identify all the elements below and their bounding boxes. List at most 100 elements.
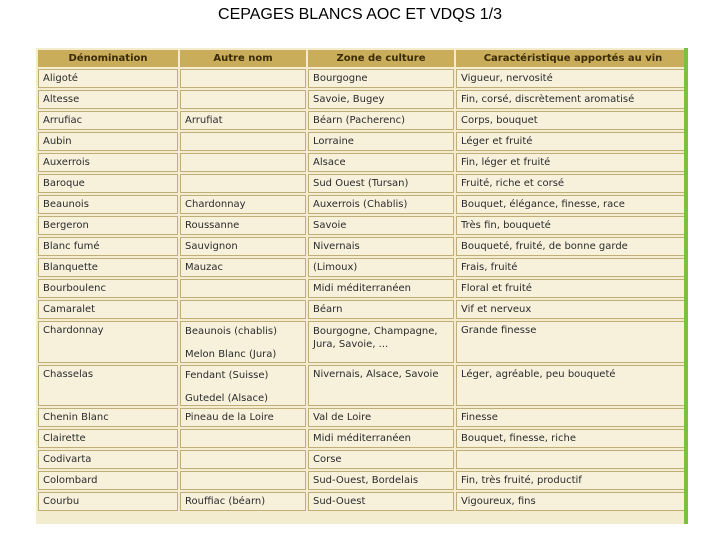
cell-other-name xyxy=(180,153,306,172)
cell-traits: Vigoureux, fins xyxy=(456,492,684,511)
cell-other-name: Roussanne xyxy=(180,216,306,235)
cell-denomination: Aubin xyxy=(38,132,178,151)
cell-zone: Bourgogne xyxy=(308,69,454,88)
cell-other-name xyxy=(180,90,306,109)
cell-zone: Béarn (Pacherenc) xyxy=(308,111,454,130)
grape-table-frame: Dénomination Autre nom Zone de culture C… xyxy=(36,48,688,524)
cell-other-name xyxy=(180,132,306,151)
cell-other-name: Mauzac xyxy=(180,258,306,277)
cell-other-name xyxy=(180,300,306,319)
cell-traits: Vigueur, nervosité xyxy=(456,69,684,88)
cell-zone: Sud Ouest (Tursan) xyxy=(308,174,454,193)
cell-denomination: Bourboulenc xyxy=(38,279,178,298)
table-header-row: Dénomination Autre nom Zone de culture C… xyxy=(38,50,684,67)
cell-zone: Alsace xyxy=(308,153,454,172)
cell-other-name: Sauvignon xyxy=(180,237,306,256)
cell-traits: Léger, agréable, peu bouqueté xyxy=(456,365,684,406)
table-row: Blanc fumé Sauvignon Nivernais Bouqueté,… xyxy=(38,237,684,256)
cell-other-name: Chardonnay xyxy=(180,195,306,214)
cell-traits: Bouquet, finesse, riche xyxy=(456,429,684,448)
cell-traits: Finesse xyxy=(456,408,684,427)
table-row: Blanquette Mauzac (Limoux) Frais, fruité xyxy=(38,258,684,277)
cell-denomination: Blanc fumé xyxy=(38,237,178,256)
cell-denomination: Altesse xyxy=(38,90,178,109)
cell-other-name: Pineau de la Loire xyxy=(180,408,306,427)
table-row: Baroque Sud Ouest (Tursan) Fruité, riche… xyxy=(38,174,684,193)
cell-zone: Savoie xyxy=(308,216,454,235)
cell-other-name-line2: Gutedel (Alsace) xyxy=(185,393,269,404)
cell-zone: Béarn xyxy=(308,300,454,319)
cell-denomination: Bergeron xyxy=(38,216,178,235)
cell-denomination: Aligoté xyxy=(38,69,178,88)
table-row: Arrufiac Arrufiat Béarn (Pacherenc) Corp… xyxy=(38,111,684,130)
cell-zone: (Limoux) xyxy=(308,258,454,277)
cell-denomination: Beaunois xyxy=(38,195,178,214)
cell-traits: Bouqueté, fruité, de bonne garde xyxy=(456,237,684,256)
cell-traits: Vif et nerveux xyxy=(456,300,684,319)
table-row: Aligoté Bourgogne Vigueur, nervosité xyxy=(38,69,684,88)
cell-traits: Fin, léger et fruité xyxy=(456,153,684,172)
cell-traits xyxy=(456,450,684,469)
cell-other-name xyxy=(180,69,306,88)
cell-traits: Bouquet, élégance, finesse, race xyxy=(456,195,684,214)
cell-traits: Très fin, bouqueté xyxy=(456,216,684,235)
table-row: Aubin Lorraine Léger et fruité xyxy=(38,132,684,151)
cell-zone: Auxerrois (Chablis) xyxy=(308,195,454,214)
cell-denomination: Codivarta xyxy=(38,450,178,469)
cell-other-name: Beaunois (chablis) Melon Blanc (Jura) xyxy=(180,321,306,363)
cell-traits: Grande finesse xyxy=(456,321,684,363)
table-row: Chenin Blanc Pineau de la Loire Val de L… xyxy=(38,408,684,427)
cell-traits: Floral et fruité xyxy=(456,279,684,298)
cell-other-name xyxy=(180,471,306,490)
table-row: Clairette Midi méditerranéen Bouquet, fi… xyxy=(38,429,684,448)
cell-other-name-line2: Melon Blanc (Jura) xyxy=(185,349,277,360)
cell-traits: Fin, très fruité, productif xyxy=(456,471,684,490)
table-row: Camaralet Béarn Vif et nerveux xyxy=(38,300,684,319)
cell-other-name xyxy=(180,429,306,448)
cell-other-name: Fendant (Suisse) Gutedel (Alsace) xyxy=(180,365,306,406)
cell-zone: Bourgogne, Champagne, Jura, Savoie, ... xyxy=(308,321,454,363)
cell-denomination: Blanquette xyxy=(38,258,178,277)
cell-zone: Nivernais xyxy=(308,237,454,256)
cell-traits: Léger et fruité xyxy=(456,132,684,151)
cell-zone: Midi méditerranéen xyxy=(308,279,454,298)
page-title: CEPAGES BLANCS AOC ET VDQS 1/3 xyxy=(218,6,502,23)
cell-zone: Savoie, Bugey xyxy=(308,90,454,109)
cell-zone: Midi méditerranéen xyxy=(308,429,454,448)
cell-denomination: Arrufiac xyxy=(38,111,178,130)
table-row: Chardonnay Beaunois (chablis) Melon Blan… xyxy=(38,321,684,363)
cell-zone-line1: Bourgogne, Champagne, xyxy=(313,326,438,337)
table-row: Auxerrois Alsace Fin, léger et fruité xyxy=(38,153,684,172)
cell-zone: Sud-Ouest xyxy=(308,492,454,511)
grape-varieties-table: Dénomination Autre nom Zone de culture C… xyxy=(36,48,684,513)
table-row: Chasselas Fendant (Suisse) Gutedel (Alsa… xyxy=(38,365,684,406)
cell-zone: Sud-Ouest, Bordelais xyxy=(308,471,454,490)
cell-denomination: Colombard xyxy=(38,471,178,490)
table-row: Bourboulenc Midi méditerranéen Floral et… xyxy=(38,279,684,298)
cell-zone: Nivernais, Alsace, Savoie xyxy=(308,365,454,406)
header-denomination: Dénomination xyxy=(38,50,178,67)
cell-denomination: Clairette xyxy=(38,429,178,448)
cell-traits: Fin, corsé, discrètement aromatisé xyxy=(456,90,684,109)
header-growing-zone: Zone de culture xyxy=(308,50,454,67)
table-row: Codivarta Corse xyxy=(38,450,684,469)
cell-denomination: Chardonnay xyxy=(38,321,178,363)
cell-zone: Lorraine xyxy=(308,132,454,151)
cell-denomination: Camaralet xyxy=(38,300,178,319)
table-row: Courbu Rouffiac (béarn) Sud-Ouest Vigour… xyxy=(38,492,684,511)
cell-denomination: Baroque xyxy=(38,174,178,193)
cell-other-name: Rouffiac (béarn) xyxy=(180,492,306,511)
cell-denomination: Auxerrois xyxy=(38,153,178,172)
cell-other-name xyxy=(180,450,306,469)
cell-zone-line2: Jura, Savoie, ... xyxy=(313,339,389,350)
cell-other-name xyxy=(180,174,306,193)
table-row: Bergeron Roussanne Savoie Très fin, bouq… xyxy=(38,216,684,235)
cell-denomination: Chenin Blanc xyxy=(38,408,178,427)
cell-traits: Corps, bouquet xyxy=(456,111,684,130)
header-other-name: Autre nom xyxy=(180,50,306,67)
cell-other-name-line1: Beaunois (chablis) xyxy=(185,326,277,337)
cell-traits: Fruité, riche et corsé xyxy=(456,174,684,193)
cell-other-name-line1: Fendant (Suisse) xyxy=(185,370,269,381)
table-row: Colombard Sud-Ouest, Bordelais Fin, très… xyxy=(38,471,684,490)
cell-traits: Frais, fruité xyxy=(456,258,684,277)
